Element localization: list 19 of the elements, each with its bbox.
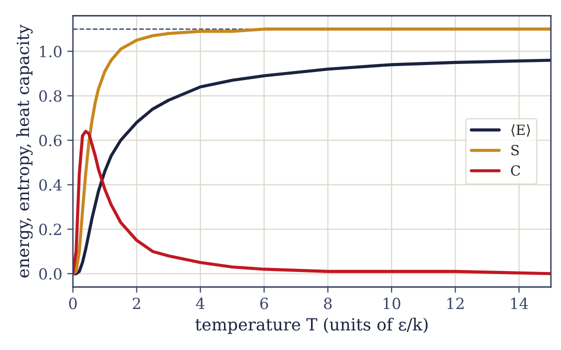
x-tick-label: 12 [447,298,464,310]
x-axis-title: temperature T (units of ε/k) [195,318,428,334]
y-tick-label: 0.6 [39,134,62,146]
x-tick-label: 8 [324,298,332,310]
legend-label: C [511,165,520,176]
legend-label: S [511,144,519,156]
x-tick-label: 0 [69,298,77,310]
y-tick-label: 0.8 [39,90,62,102]
x-tick-label: 10 [384,298,400,310]
y-tick-label: 0.2 [39,224,62,236]
y-tick-label: 0.0 [39,268,62,280]
x-tick-label: 4 [196,298,204,310]
y-axis-title: energy, entropy, heat capacity [16,24,33,278]
legend-label: ⟨E⟩ [511,124,530,137]
x-tick-label: 6 [260,298,268,310]
y-tick-label: 1.0 [40,46,62,58]
x-tick-label: 14 [511,298,528,310]
y-tick-label: 0.4 [39,179,62,191]
x-tick-label: 2 [132,298,140,310]
